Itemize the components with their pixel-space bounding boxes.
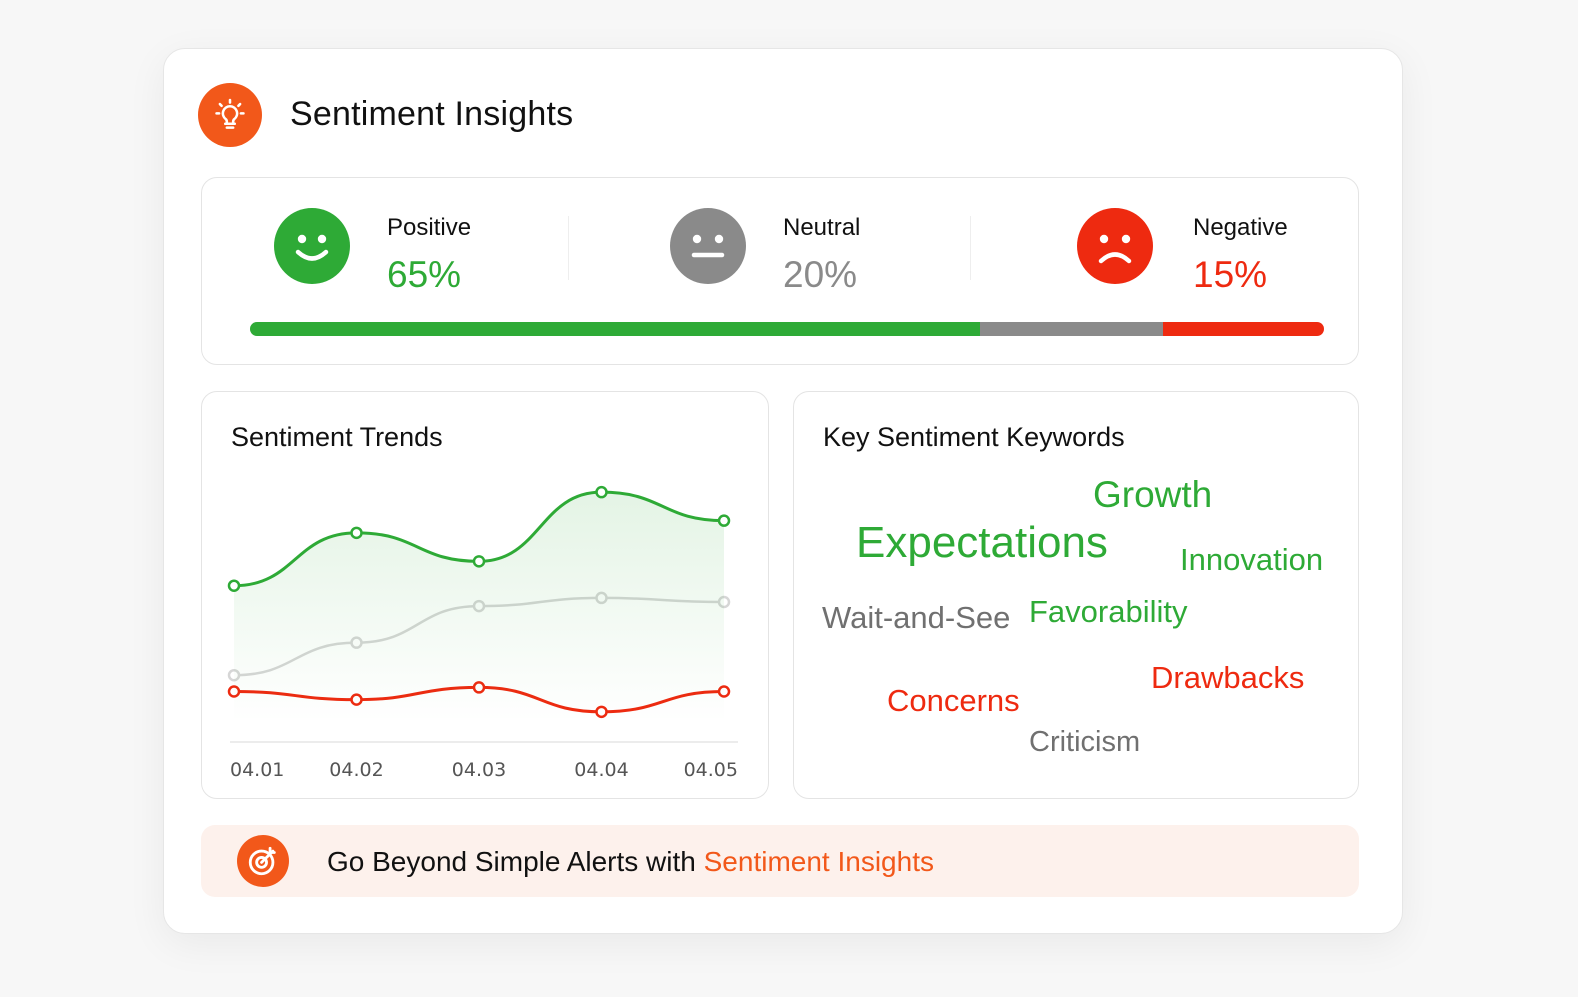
keyword-concerns: Concerns xyxy=(887,683,1020,718)
cta-banner[interactable]: Go Beyond Simple Alerts with Sentiment I… xyxy=(201,825,1359,897)
divider xyxy=(970,216,971,280)
x-tick-label: 04.05 xyxy=(684,759,738,781)
trends-title: Sentiment Trends xyxy=(231,422,443,452)
x-tick-label: 04.04 xyxy=(574,759,628,781)
sentiment-insights-card: Sentiment Insights Positive 65% xyxy=(163,48,1403,934)
smiley-face-icon xyxy=(274,208,350,284)
positive-point xyxy=(472,555,486,568)
positive-point xyxy=(350,526,363,540)
cta-link[interactable]: Sentiment Insights xyxy=(703,846,934,877)
keyword-favorability: Favorability xyxy=(1029,594,1188,629)
distribution-segment-negative xyxy=(1162,322,1324,336)
cta-text: Go Beyond Simple Alerts with Sentiment I… xyxy=(327,846,934,878)
keywords-panel: Key Sentiment Keywords Growth Expectatio… xyxy=(793,391,1359,799)
keyword-expectations: Expectations xyxy=(856,518,1108,567)
keywords-title: Key Sentiment Keywords xyxy=(823,422,1125,452)
x-tick-label: 04.01 xyxy=(230,759,284,781)
divider xyxy=(568,216,569,280)
positive-point xyxy=(595,485,608,499)
stat-label: Neutral xyxy=(783,214,861,241)
keyword-growth: Growth xyxy=(1093,474,1213,515)
page-title: Sentiment Insights xyxy=(290,95,574,133)
keyword-criticism: Criticism xyxy=(1029,726,1141,758)
positive-point xyxy=(227,579,241,592)
positive-point xyxy=(717,514,731,527)
keyword-wait-and-see: Wait-and-See xyxy=(822,600,1011,635)
sentiment-trends-chart: 04.01 04.02 04.03 04.04 04.05 xyxy=(227,485,738,781)
positive-area xyxy=(234,492,724,722)
sentiment-summary-panel: Positive 65% Neutral 20% xyxy=(201,177,1359,365)
stat-label: Positive xyxy=(387,214,472,241)
stat-value: 15% xyxy=(1193,254,1268,295)
x-tick-label: 04.02 xyxy=(329,759,383,781)
sad-face-icon xyxy=(1077,208,1153,284)
stat-value: 20% xyxy=(783,254,858,295)
lightbulb-icon xyxy=(198,83,262,147)
keyword-drawbacks: Drawbacks xyxy=(1151,660,1305,695)
target-icon xyxy=(237,835,289,887)
stat-label: Negative xyxy=(1193,214,1288,241)
sentiment-distribution-bar xyxy=(250,322,1324,336)
distribution-segment-positive xyxy=(250,322,981,336)
x-tick-label: 04.03 xyxy=(452,759,506,781)
neutral-face-icon xyxy=(670,208,746,284)
cta-text-prefix: Go Beyond Simple Alerts with xyxy=(327,846,704,877)
sentiment-trends-panel: Sentiment Trends 04.01 04.02 04.03 04.04 04.… xyxy=(201,391,769,799)
distribution-segment-neutral xyxy=(980,322,1163,336)
stat-value: 65% xyxy=(387,254,462,295)
keyword-innovation: Innovation xyxy=(1180,542,1324,577)
